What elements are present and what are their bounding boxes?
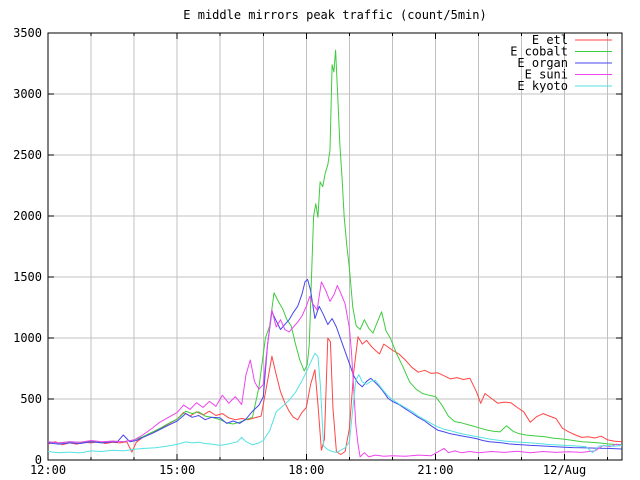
y-axis-label: 2000 <box>13 209 42 223</box>
legend-label: E etl <box>532 33 568 47</box>
grid-group <box>48 33 622 460</box>
x-axis-label: 12:00 <box>30 463 66 477</box>
y-axis-label: 1000 <box>13 331 42 345</box>
tick-group <box>47 32 622 461</box>
legend-label: E kyoto <box>517 79 568 93</box>
plot-border <box>47 32 623 461</box>
series-line-e-organ <box>48 278 622 450</box>
legend-label: E cobalt <box>510 45 568 59</box>
series-line-e-kyoto <box>48 352 622 454</box>
y-axis-label: 0 <box>35 453 42 467</box>
y-axis-label: 2500 <box>13 148 42 162</box>
y-axis-label: 1500 <box>13 270 42 284</box>
chart-title: E middle mirrors peak traffic (count/5mi… <box>183 8 486 22</box>
series-group <box>48 49 622 458</box>
x-axis-label: 18:00 <box>288 463 324 477</box>
legend-label: E organ <box>517 56 568 70</box>
series-line-e-cobalt <box>48 49 622 446</box>
x-axis-label: 12/Aug <box>543 463 586 477</box>
legend-label: E suni <box>525 68 568 82</box>
y-axis-label: 500 <box>20 392 42 406</box>
y-axis-label: 3000 <box>13 87 42 101</box>
y-axis-label: 3500 <box>13 26 42 40</box>
x-axis-label: 15:00 <box>159 463 195 477</box>
series-line-e-suni <box>48 281 622 458</box>
x-axis-label: 21:00 <box>417 463 453 477</box>
